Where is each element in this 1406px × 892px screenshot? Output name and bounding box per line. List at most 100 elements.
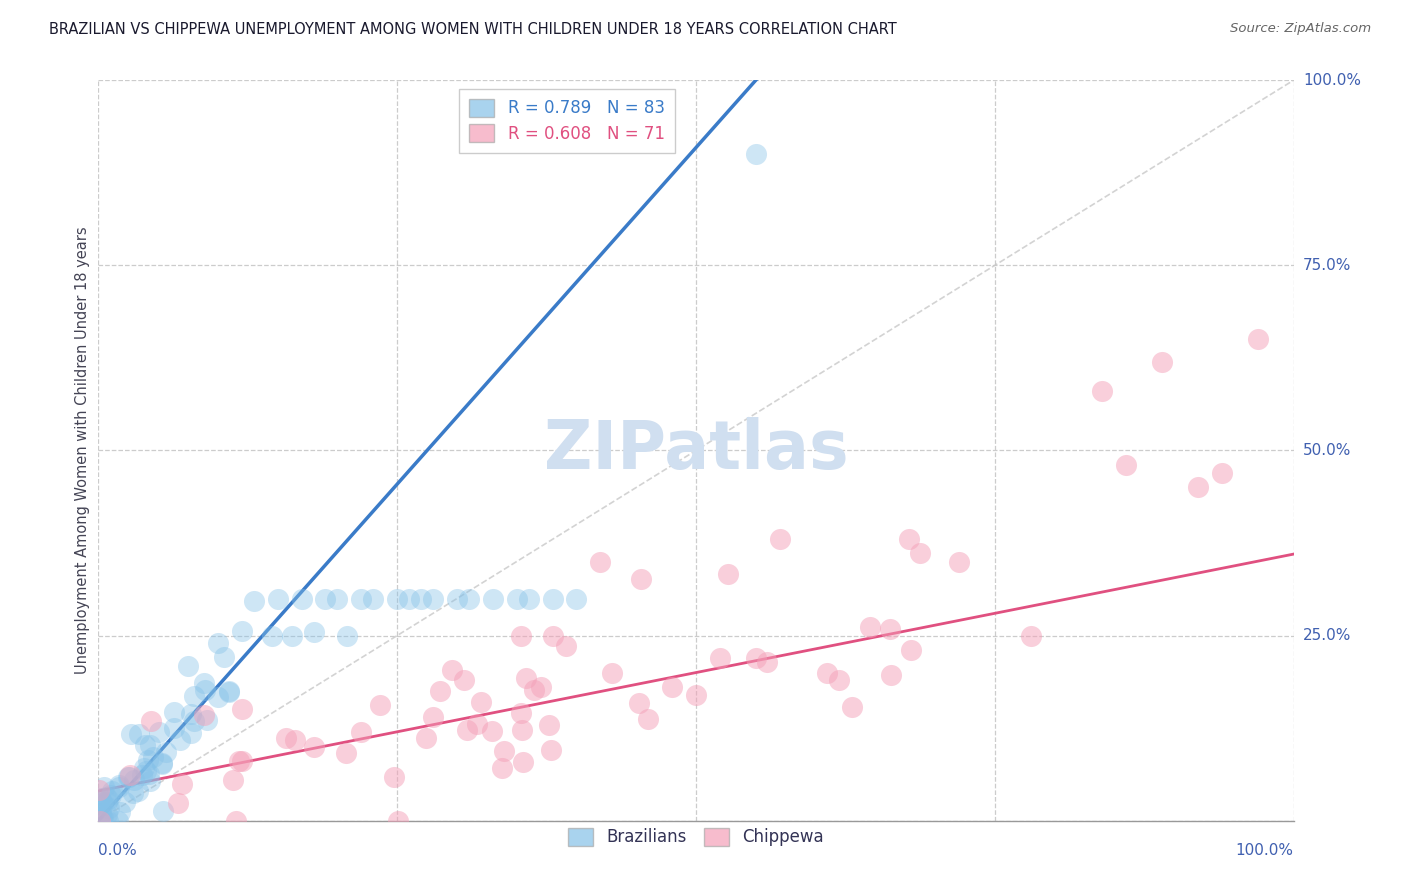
Point — [163, 721, 186, 735]
Point — [120, 727, 142, 741]
Point — [91, 811, 114, 825]
Point — [87, 783, 110, 797]
Point — [132, 761, 155, 775]
Point — [530, 681, 553, 695]
Point — [231, 624, 253, 639]
Text: BRAZILIAN VS CHIPPEWA UNEMPLOYMENT AMONG WOMEN WITH CHILDREN UNDER 18 YEARS CORR: BRAZILIAN VS CHIPPEWA UNEMPLOYMENT AMONG… — [49, 22, 897, 37]
Point — [1187, 480, 1209, 494]
Point — [152, 804, 174, 818]
Point — [117, 770, 139, 784]
Point — [685, 688, 707, 702]
Point — [540, 742, 562, 756]
Point — [169, 732, 191, 747]
Point — [908, 546, 931, 560]
Point — [122, 772, 145, 787]
Point — [135, 764, 157, 778]
Point — [398, 591, 420, 606]
Point — [138, 774, 160, 789]
Point — [602, 665, 624, 680]
Point — [315, 591, 337, 606]
Point — [859, 620, 882, 634]
Point — [302, 625, 325, 640]
Point — [131, 768, 153, 782]
Point — [897, 533, 920, 547]
Point — [815, 665, 838, 680]
Point — [90, 806, 112, 821]
Text: 75.0%: 75.0% — [1303, 258, 1351, 273]
Point — [167, 796, 190, 810]
Point — [446, 591, 468, 606]
Y-axis label: Unemployment Among Women with Children Under 18 years: Unemployment Among Women with Children U… — [75, 227, 90, 674]
Point — [218, 685, 240, 699]
Text: 100.0%: 100.0% — [1303, 73, 1361, 87]
Point — [134, 738, 156, 752]
Point — [225, 814, 247, 828]
Point — [91, 798, 114, 813]
Point — [541, 591, 564, 606]
Point — [555, 639, 578, 653]
Point — [1247, 332, 1270, 346]
Point — [745, 147, 768, 161]
Point — [841, 700, 863, 714]
Point — [193, 676, 215, 690]
Point — [385, 591, 409, 606]
Point — [537, 717, 560, 731]
Point — [481, 724, 503, 739]
Point — [523, 682, 546, 697]
Point — [142, 750, 165, 764]
Point — [879, 622, 901, 636]
Point — [90, 814, 112, 828]
Point — [422, 710, 444, 724]
Point — [180, 707, 202, 722]
Point — [121, 786, 143, 800]
Point — [194, 683, 217, 698]
Point — [470, 695, 492, 709]
Point — [382, 770, 405, 784]
Text: Source: ZipAtlas.com: Source: ZipAtlas.com — [1230, 22, 1371, 36]
Point — [768, 533, 790, 547]
Point — [108, 778, 131, 792]
Point — [108, 780, 131, 794]
Point — [243, 594, 266, 608]
Point — [172, 776, 194, 791]
Point — [506, 591, 529, 606]
Legend: Brazilians, Chippewa: Brazilians, Chippewa — [561, 821, 831, 853]
Point — [326, 591, 349, 606]
Point — [274, 731, 297, 745]
Point — [336, 628, 359, 642]
Point — [96, 807, 118, 822]
Point — [350, 724, 373, 739]
Point — [228, 755, 250, 769]
Point — [1211, 466, 1233, 480]
Point — [150, 756, 173, 771]
Point — [108, 805, 131, 819]
Point — [284, 733, 307, 747]
Point — [267, 591, 290, 606]
Point — [880, 667, 903, 681]
Point — [118, 767, 141, 781]
Point — [565, 591, 588, 606]
Point — [756, 656, 779, 670]
Point — [465, 717, 488, 731]
Point — [589, 555, 612, 569]
Point — [828, 673, 851, 687]
Point — [491, 761, 513, 775]
Point — [429, 683, 451, 698]
Point — [481, 591, 505, 606]
Point — [456, 723, 478, 737]
Point — [510, 706, 533, 720]
Point — [411, 591, 433, 606]
Point — [94, 790, 117, 805]
Point — [387, 814, 409, 828]
Point — [150, 756, 173, 771]
Point — [100, 788, 122, 802]
Point — [117, 770, 139, 784]
Point — [422, 591, 444, 606]
Point — [107, 814, 129, 828]
Point — [1019, 628, 1042, 642]
Point — [141, 714, 163, 729]
Point — [155, 746, 177, 760]
Point — [139, 738, 162, 752]
Point — [177, 659, 200, 673]
Point — [212, 650, 235, 665]
